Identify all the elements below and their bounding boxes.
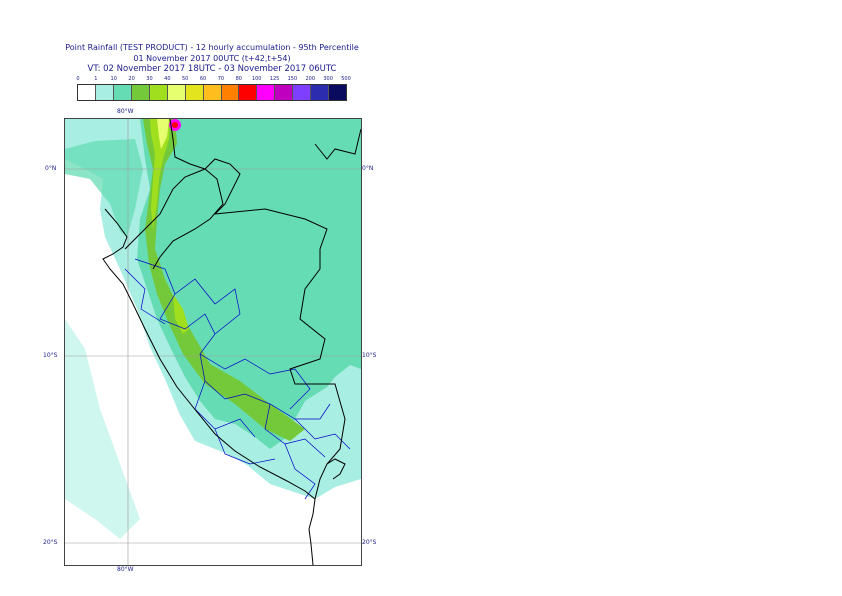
legend-swatch — [311, 85, 330, 100]
legend-tick-label: 125 — [269, 76, 280, 82]
legend-tick-label: 80 — [235, 76, 242, 82]
title-product: Point Rainfall (TEST PRODUCT) - 12 hourl… — [65, 43, 359, 52]
title-block: Point Rainfall (TEST PRODUCT) - 12 hourl… — [0, 42, 424, 75]
lat-label-right-2: 20°S — [362, 539, 377, 546]
coastline — [102, 208, 316, 500]
legend-swatch — [257, 85, 276, 100]
country-borders — [102, 119, 361, 565]
legend-swatch — [167, 85, 186, 100]
lat-label-left-0: 0°N — [45, 165, 57, 172]
legend-swatch — [221, 85, 240, 100]
lat-label-left-1: 10°S — [43, 352, 58, 359]
lat-label-right-0: 0°N — [362, 165, 374, 172]
venezuela-border — [314, 128, 361, 160]
title-validity-time: VT: 02 November 2017 18UTC - 03 November… — [87, 64, 337, 74]
legend-swatch — [203, 85, 222, 100]
legend-tick-label: 60 — [199, 76, 207, 82]
legend-tick-label: 50 — [182, 76, 189, 82]
legend-swatch — [185, 85, 204, 100]
legend-tick-label: 1 — [94, 76, 98, 82]
legend-tick-labels: 0 1 10 20 30 40 50 60 70 80 100 125 150 200 300 500 — [76, 76, 351, 84]
legend-tick-label: 200 — [305, 76, 316, 82]
legend-tick-label: 0 — [76, 76, 80, 82]
legend-swatch — [95, 85, 114, 100]
legend-swatch — [239, 85, 258, 100]
legend-tick-label: 10 — [110, 76, 117, 82]
legend-tick-label: 70 — [217, 76, 225, 82]
rainfall-map — [64, 118, 362, 566]
rain-band-yellow — [157, 119, 169, 149]
bolivia-border — [326, 458, 346, 480]
rain-area-mid-west — [65, 139, 143, 237]
rain-area-light-ocean — [65, 319, 140, 539]
legend-tick-label: 40 — [164, 76, 171, 82]
legend-tick-label: 300 — [323, 76, 333, 82]
legend-swatch — [131, 85, 150, 100]
rain-peak-core — [172, 122, 178, 128]
legend-swatch — [275, 85, 294, 100]
colombia-border — [169, 119, 241, 215]
legend-tick-label: 500 — [341, 76, 351, 82]
coastline-south — [308, 498, 316, 565]
rain-patch-yellowgreen — [173, 294, 189, 334]
legend-color-bar — [77, 84, 347, 101]
legend-tick-label: 150 — [287, 76, 298, 82]
legend-swatch — [78, 85, 96, 100]
brazil-peru-border — [214, 208, 346, 500]
map-canvas — [65, 119, 361, 565]
legend-swatch — [329, 85, 347, 100]
graticule — [65, 119, 361, 565]
region-boundaries — [124, 258, 351, 500]
rain-band-yellowgreen — [150, 119, 170, 229]
lon-label-top: 80°W — [117, 108, 134, 115]
color-legend: 0 1 10 20 30 40 50 60 70 80 100 125 150 200 300 500 — [76, 76, 351, 101]
legend-tick-label: 30 — [146, 76, 153, 82]
lon-label-bottom: 80°W — [117, 566, 134, 573]
lat-label-right-1: 10°S — [362, 352, 377, 359]
title-run-time: 01 November 2017 00UTC (t+42,t+54) — [133, 54, 291, 63]
legend-swatch — [113, 85, 132, 100]
legend-swatch — [149, 85, 168, 100]
legend-tick-label: 100 — [251, 76, 262, 82]
legend-tick-label: 20 — [128, 76, 135, 82]
lat-label-left-2: 20°S — [43, 539, 58, 546]
legend-swatch — [293, 85, 312, 100]
ecuador-peru-border — [124, 168, 224, 270]
